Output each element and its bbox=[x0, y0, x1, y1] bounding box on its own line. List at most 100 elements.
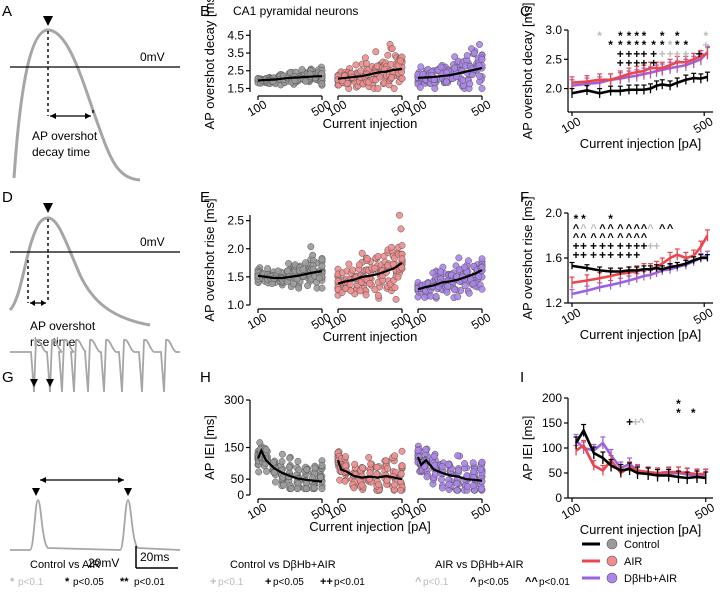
series-line-I-0 bbox=[574, 427, 706, 480]
significance-mark-F: ^ bbox=[573, 232, 580, 244]
significance-mark-F: ^ bbox=[634, 232, 641, 244]
data-point-control bbox=[280, 481, 287, 489]
data-point-air bbox=[371, 286, 379, 294]
data-point-air bbox=[362, 291, 370, 299]
data-point-control bbox=[303, 485, 310, 493]
significance-mark-F: ^ bbox=[626, 223, 633, 235]
data-point-dbhb bbox=[451, 53, 459, 61]
data-point-control bbox=[294, 485, 301, 493]
y-tick-label-F: 1.6 bbox=[545, 251, 562, 265]
significance-mark-F: + bbox=[573, 239, 580, 253]
y-tick-label-I: 150 bbox=[542, 416, 562, 430]
significance-mark-F: + bbox=[580, 248, 587, 262]
data-point-air bbox=[359, 464, 367, 472]
significance-mark-F: ^ bbox=[590, 232, 597, 244]
y-tick-label-H: 50 bbox=[231, 472, 245, 486]
y-tick-label-E: 2.0 bbox=[227, 242, 244, 256]
data-point-dbhb bbox=[464, 483, 471, 490]
caption-a-line2: decay time bbox=[32, 145, 90, 159]
data-point-air bbox=[357, 67, 365, 75]
y-tick-label-B: 1.5 bbox=[227, 81, 244, 95]
significance-mark-F: + bbox=[599, 239, 606, 253]
y-axis-label-C: AP overshot decay [ms] bbox=[520, 2, 535, 139]
data-point-dbhb bbox=[438, 484, 446, 492]
caption-d-line1: AP overshot bbox=[30, 319, 96, 333]
x-axis-label-E: Current injection bbox=[323, 329, 418, 344]
significance-mark-F: ^ bbox=[659, 223, 666, 235]
data-point-control bbox=[298, 66, 306, 73]
data-point-dbhb bbox=[463, 52, 471, 59]
y-tick-label-H: 300 bbox=[224, 393, 244, 407]
sig-legend-label: p<0.01 bbox=[134, 577, 165, 588]
significance-mark-C: * bbox=[684, 38, 689, 52]
data-point-dbhb bbox=[465, 289, 473, 297]
scale-v-label: 20mV bbox=[88, 556, 119, 570]
sig-legend-title: Control vs DβHb+AIR bbox=[230, 559, 336, 571]
significance-mark-C: * bbox=[675, 38, 680, 52]
data-point-air bbox=[387, 243, 395, 251]
significance-mark-I: + bbox=[626, 415, 633, 429]
sig-legend-symbol: ^ bbox=[415, 576, 422, 588]
mean-line-dbhb bbox=[417, 269, 483, 291]
significance-mark-C: * bbox=[704, 29, 709, 43]
data-point-air bbox=[391, 452, 399, 460]
data-point-dbhb bbox=[455, 466, 462, 474]
ap-trace-a bbox=[12, 28, 141, 182]
data-point-dbhb bbox=[469, 482, 477, 490]
y-tick-label-I: 200 bbox=[542, 391, 562, 405]
chart-B: 1.5 2.5 3.5 4.5 AP overshot decay [ms] 100 500… bbox=[202, 0, 493, 131]
sig-legend-label: p<0.01 bbox=[539, 577, 570, 588]
significance-mark-C: + bbox=[674, 47, 681, 61]
data-point-control bbox=[295, 466, 303, 474]
sig-legend-title: AIR vs DβHb+AIR bbox=[435, 559, 524, 571]
significance-mark-F: ^ bbox=[647, 223, 654, 235]
data-point-air bbox=[347, 287, 355, 295]
data-point-dbhb bbox=[445, 480, 453, 488]
data-point-air bbox=[367, 460, 375, 468]
data-point-dbhb bbox=[437, 63, 445, 71]
panel-letter-h: H bbox=[200, 369, 211, 386]
significance-mark-C: * bbox=[597, 29, 602, 43]
significance-mark-F: + bbox=[625, 248, 632, 262]
data-point-air bbox=[391, 481, 399, 489]
legend-dot-air bbox=[606, 555, 618, 567]
caption-d-line2: rise time bbox=[30, 335, 76, 349]
data-point-dbhb bbox=[478, 85, 486, 92]
data-point-control bbox=[278, 458, 286, 465]
legend-label-air: AIR bbox=[624, 556, 642, 568]
data-point-dbhb bbox=[466, 80, 474, 88]
significance-legend: Control vs AIR* p<0.1 * p<0.05 ** p<0.01Contr… bbox=[10, 559, 570, 588]
significance-mark-C: + bbox=[659, 47, 666, 61]
panel-letter-b: B bbox=[200, 3, 210, 20]
significance-mark-F: ^ bbox=[607, 232, 614, 244]
data-point-air bbox=[398, 75, 406, 82]
significance-mark-F: + bbox=[625, 239, 632, 253]
data-point-control bbox=[318, 284, 326, 292]
significance-mark-F: ^ bbox=[617, 232, 624, 244]
data-point-control bbox=[318, 256, 326, 264]
data-point-air bbox=[374, 252, 382, 260]
data-point-air bbox=[346, 281, 354, 288]
data-point-dbhb bbox=[469, 280, 477, 288]
data-point-air bbox=[384, 51, 392, 59]
data-point-air bbox=[366, 469, 374, 477]
significance-mark-F: ^ bbox=[641, 223, 648, 235]
data-point-control bbox=[307, 243, 315, 251]
pair-marker-1 bbox=[32, 488, 40, 496]
data-point-dbhb bbox=[477, 485, 485, 493]
scale-t-label: 20ms bbox=[140, 550, 169, 564]
data-point-air bbox=[358, 481, 366, 489]
x-tick-label-E: 500 bbox=[469, 310, 494, 332]
data-point-air bbox=[350, 484, 358, 492]
data-point-air bbox=[366, 280, 374, 287]
mean-line-dbhb bbox=[416, 456, 483, 482]
data-point-control bbox=[285, 463, 293, 471]
data-point-dbhb bbox=[451, 286, 459, 294]
chart-F: 1.21.62.0AP overshot rise [ms] 100 500* * *^… bbox=[520, 196, 716, 342]
panel-letter-a: A bbox=[2, 3, 12, 20]
data-point-control bbox=[295, 284, 303, 292]
data-point-air bbox=[394, 273, 402, 281]
data-point-dbhb bbox=[422, 446, 430, 453]
significance-mark-C: + bbox=[702, 38, 709, 52]
